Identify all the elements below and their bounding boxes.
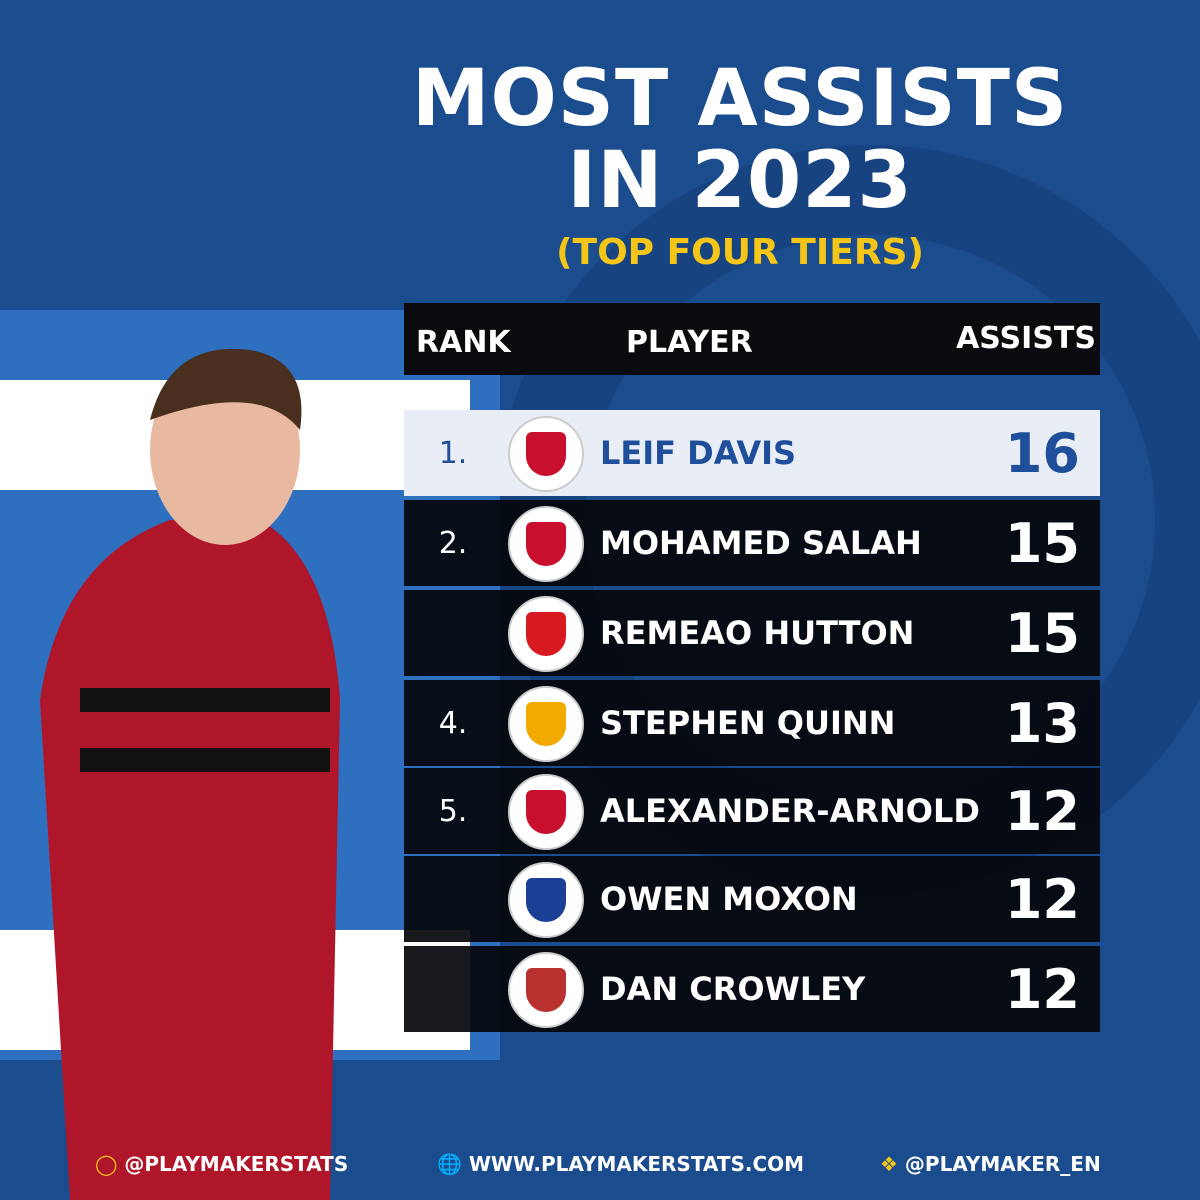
player-stripes: [80, 688, 330, 772]
assists: 12: [1004, 868, 1080, 931]
assists: 16: [1004, 422, 1080, 485]
footer-text: @PLAYMAKER_EN: [904, 1152, 1101, 1176]
title-line: MOST ASSISTS: [411, 54, 1069, 144]
footer-text: WWW.PLAYMAKERSTATS.COM: [468, 1152, 805, 1176]
player-hair: [150, 348, 302, 430]
table-row: OWEN MOXON 12: [404, 856, 1100, 942]
player-shirt: [40, 520, 340, 1200]
club-badge: [508, 774, 584, 850]
rank: 1.: [438, 436, 468, 471]
assists: 12: [1004, 958, 1080, 1021]
assists: 15: [1004, 602, 1080, 665]
table-header: RANK PLAYER ASSISTS: [404, 303, 1100, 375]
column-header: PLAYER: [626, 325, 753, 360]
badge-shield: [526, 702, 566, 746]
player-name: ALEXANDER-ARNOLD: [600, 792, 980, 830]
club-badge: [508, 416, 584, 492]
table-row: 5. ALEXANDER-ARNOLD 12: [404, 768, 1100, 854]
player-name: MOHAMED SALAH: [600, 524, 922, 562]
assists: 12: [1004, 780, 1080, 843]
player-name: LEIF DAVIS: [600, 434, 797, 472]
assists: 15: [1004, 512, 1080, 575]
table-row: 1. LEIF DAVIS 16: [404, 410, 1100, 496]
footer-instagram: ◯ @PLAYMAKERSTATS: [95, 1152, 349, 1176]
badge-shield: [526, 522, 566, 566]
club-badge: [508, 952, 584, 1028]
footer-text: @PLAYMAKERSTATS: [124, 1152, 349, 1176]
club-badge: [508, 596, 584, 672]
badge-shield: [526, 968, 566, 1012]
table-row: REMEAO HUTTON 15: [404, 590, 1100, 676]
footer-twitter: ❖ @PLAYMAKER_EN: [880, 1152, 1101, 1176]
rank: 5.: [438, 794, 468, 829]
column-header: ASSISTS: [956, 321, 1096, 356]
player-name: STEPHEN QUINN: [600, 704, 896, 742]
assists: 13: [1004, 692, 1080, 755]
table-row: 4. STEPHEN QUINN 13: [404, 680, 1100, 766]
badge-shield: [526, 432, 566, 476]
badge-shield: [526, 878, 566, 922]
footer-website: 🌐 WWW.PLAYMAKERSTATS.COM: [437, 1152, 805, 1176]
subtitle: (TOP FOUR TIERS): [556, 232, 924, 273]
rank: 2.: [438, 526, 468, 561]
badge-shield: [526, 612, 566, 656]
player-name: REMEAO HUTTON: [600, 614, 915, 652]
badge-shield: [526, 790, 566, 834]
club-badge: [508, 506, 584, 582]
club-badge: [508, 862, 584, 938]
club-badge: [508, 686, 584, 762]
table-row: DAN CROWLEY 12: [404, 946, 1100, 1032]
rank: 4.: [438, 706, 468, 741]
column-header: RANK: [416, 325, 511, 360]
title-line: IN 2023: [567, 136, 913, 226]
player-name: OWEN MOXON: [600, 880, 858, 918]
player-name: DAN CROWLEY: [600, 970, 866, 1008]
table-row: 2. MOHAMED SALAH 15: [404, 500, 1100, 586]
